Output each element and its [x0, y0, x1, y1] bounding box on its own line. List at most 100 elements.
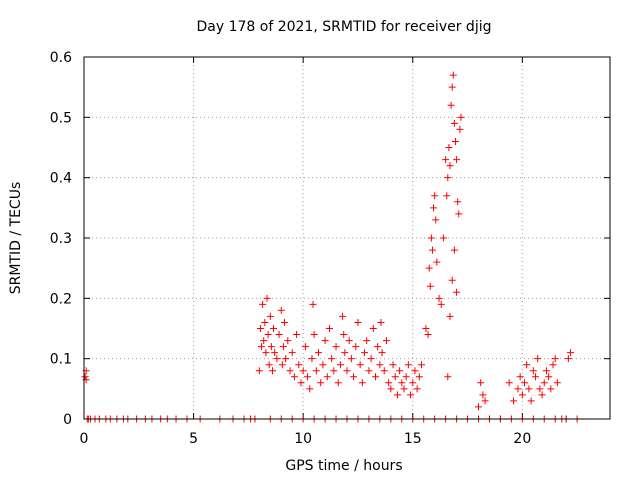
plot-frame: [83, 56, 611, 420]
data-point: [378, 349, 386, 357]
data-point: [255, 367, 263, 375]
data-point: [284, 337, 292, 345]
data-point: [330, 367, 338, 375]
data-point: [418, 361, 426, 369]
data-point: [259, 300, 267, 308]
data-point: [262, 349, 270, 357]
data-point: [477, 379, 485, 387]
data-point: [371, 373, 379, 381]
data-point: [536, 385, 544, 393]
data-point: [547, 385, 555, 393]
data-point: [415, 373, 423, 381]
y-tick-label: 0.2: [50, 291, 72, 307]
data-point: [516, 373, 524, 381]
data-point: [449, 71, 457, 79]
data-point: [450, 246, 458, 254]
data-point: [365, 367, 373, 375]
data-point: [334, 379, 342, 387]
data-point: [278, 361, 286, 369]
data-point: [325, 325, 333, 332]
data-point: [286, 367, 294, 375]
data-point: [385, 379, 393, 387]
data-point: [367, 355, 375, 363]
data-point: [374, 343, 382, 351]
data-point: [427, 234, 435, 242]
data-point: [445, 144, 453, 151]
data-point: [432, 216, 440, 224]
y-axis-label: SRMTID / TECUs: [8, 182, 24, 295]
data-point: [439, 234, 447, 242]
data-point: [345, 337, 353, 345]
data-point: [514, 385, 522, 393]
data-point: [451, 137, 459, 145]
y-tick-label: 0.3: [50, 231, 72, 247]
data-point: [448, 276, 456, 284]
data-point: [275, 331, 283, 339]
data-point: [527, 397, 535, 405]
data-point: [442, 156, 450, 164]
data-point: [523, 361, 531, 369]
data-point: [422, 325, 430, 332]
data-point: [510, 397, 518, 405]
data-point: [315, 349, 323, 357]
data-point: [319, 361, 327, 369]
data-point: [545, 373, 553, 381]
data-point: [564, 355, 572, 363]
data-point: [409, 379, 417, 387]
data-point: [505, 379, 513, 387]
data-point: [431, 192, 439, 200]
data-point: [323, 373, 331, 381]
data-point: [273, 355, 281, 363]
data-point: [268, 367, 276, 375]
data-point: [347, 355, 355, 363]
data-point: [475, 403, 482, 411]
data-point: [332, 343, 340, 351]
data-point: [363, 337, 371, 345]
data-point: [567, 349, 575, 357]
data-point: [538, 391, 546, 399]
data-point: [260, 337, 268, 345]
data-point: [391, 373, 399, 381]
data-point: [321, 337, 329, 345]
data-point: [387, 385, 395, 393]
data-point: [446, 312, 454, 320]
data-point: [306, 385, 314, 393]
data-point: [553, 379, 561, 387]
data-point: [369, 325, 377, 332]
data-point: [312, 367, 320, 375]
data-point: [297, 379, 305, 387]
data-point: [310, 331, 318, 339]
data-point: [481, 397, 489, 405]
data-point: [393, 391, 401, 399]
data-point: [256, 325, 264, 332]
data-point: [377, 318, 385, 326]
data-point: [277, 306, 285, 314]
data-point: [542, 367, 550, 375]
data-point: [270, 325, 278, 332]
data-point: [444, 174, 452, 182]
data-point: [81, 373, 89, 381]
data-point: [299, 367, 307, 375]
data-point: [352, 343, 360, 351]
data-point: [450, 119, 458, 127]
x-axis-label: GPS time / hours: [285, 458, 402, 474]
data-point: [435, 294, 443, 302]
data-point: [453, 156, 461, 164]
data-point: [308, 355, 316, 363]
x-tick-label: 20: [513, 431, 531, 447]
data-point: [402, 373, 410, 381]
data-point: [317, 379, 325, 387]
x-tick-label: 15: [404, 431, 422, 447]
data-point: [455, 210, 463, 218]
tick-labels: 0 0.1 0.2 0.3 0.4 0.5 0.6 0 5 10 15 20: [50, 50, 532, 447]
data-point: [336, 361, 344, 369]
data-point: [264, 331, 272, 339]
data-point: [389, 361, 397, 369]
data-point: [413, 385, 421, 393]
data-point: [304, 373, 312, 381]
data-point: [398, 379, 406, 387]
data-point: [282, 355, 290, 363]
data-point: [356, 361, 364, 369]
data-point: [540, 379, 548, 387]
data-point: [339, 312, 347, 320]
